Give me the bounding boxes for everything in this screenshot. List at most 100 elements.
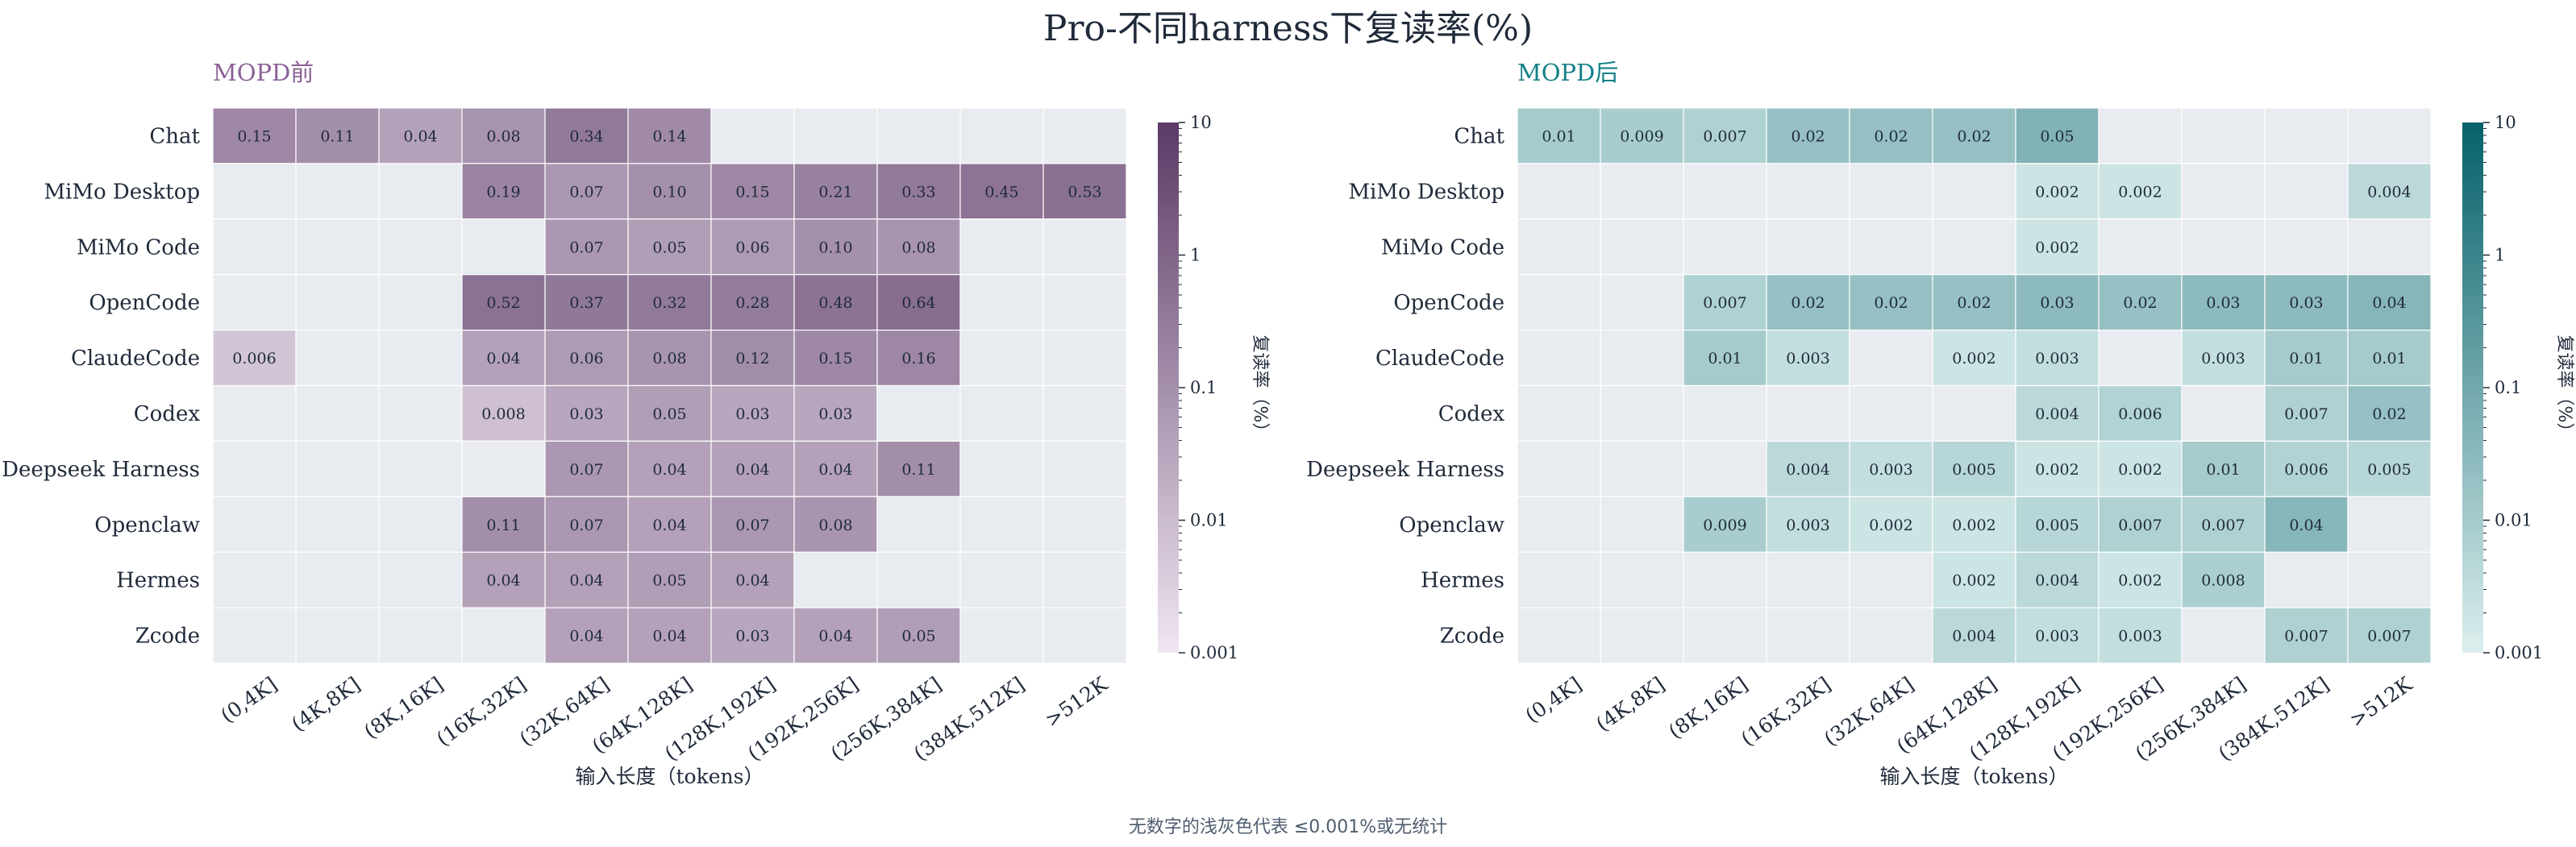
column-label: (4K,8K]	[1592, 672, 1669, 736]
heatmap-cell	[1766, 440, 1850, 497]
cell-value-label: 0.05	[652, 405, 686, 423]
cell-value-label: 0.04	[486, 350, 520, 367]
column-label: (16K,32K]	[1737, 672, 1835, 750]
heatmap-cell	[461, 551, 546, 608]
heatmap-cell	[1042, 107, 1127, 164]
heatmap-cell	[544, 607, 629, 664]
colorbar-tick-label: 0.001	[2495, 643, 2543, 662]
heatmap-cell	[2015, 496, 2100, 553]
heatmap-cell	[1766, 384, 1850, 442]
row-label: Chat	[1454, 124, 1504, 148]
heatmap-cell	[378, 163, 463, 220]
x-axis-label: 输入长度（tokens）	[576, 765, 764, 788]
heatmap-cell	[1932, 163, 2016, 220]
cell-value-label: 0.14	[652, 127, 686, 145]
cell-value-label: 0.05	[652, 572, 686, 590]
heatmap-cell	[710, 107, 795, 164]
row-label: Deepseek Harness	[2, 458, 200, 482]
heatmap-cell	[2264, 330, 2349, 387]
cell-value-label: 0.07	[569, 183, 603, 201]
colorbar-tick-label: 10	[2495, 113, 2516, 132]
cell-value-label: 0.008	[481, 405, 525, 423]
heatmap-cell	[2015, 440, 2100, 497]
heatmap-cell	[876, 440, 961, 497]
heatmap-cell	[1517, 218, 1601, 276]
panel-title: MOPD后	[1517, 59, 1618, 86]
heatmap-cell	[1766, 551, 1850, 608]
heatmap-cell	[959, 218, 1044, 276]
panel-title: MOPD前	[213, 59, 314, 86]
cell-value-label: 0.02	[1874, 127, 1908, 145]
heatmap-cell	[212, 107, 297, 164]
heatmap-cell	[959, 107, 1044, 164]
heatmap-cell	[1932, 551, 2016, 608]
heatmap-cell	[627, 163, 712, 220]
heatmap-cell	[2264, 384, 2349, 442]
heatmap-cell	[959, 330, 1044, 387]
cell-value-label: 0.04	[569, 628, 603, 646]
heatmap-cell	[1766, 496, 1850, 553]
heatmap-cell	[1042, 384, 1127, 442]
heatmap-cell	[710, 218, 795, 276]
heatmap-cell	[212, 551, 297, 608]
heatmap-cell	[2098, 274, 2183, 331]
cell-value-label: 0.04	[2289, 517, 2323, 534]
cell-value-label: 0.04	[818, 461, 852, 479]
cell-value-label: 0.11	[320, 127, 354, 145]
cell-value-label: 0.48	[818, 294, 852, 312]
row-label: Openclaw	[1399, 513, 1504, 538]
heatmap-cell	[544, 551, 629, 608]
heatmap-cell	[627, 551, 712, 608]
column-label: >512K	[1041, 671, 1113, 732]
heatmap-cell	[461, 163, 546, 220]
cell-value-label: 0.006	[2284, 461, 2328, 479]
heatmap-cell	[1683, 607, 1767, 664]
cell-value-label: 0.004	[1952, 628, 1995, 646]
colorbar-tick-label: 0.1	[2495, 378, 2521, 397]
cell-value-label: 0.10	[652, 183, 686, 201]
cell-value-label: 0.01	[1708, 350, 1742, 367]
cell-value-label: 0.05	[901, 628, 935, 646]
heatmap-cell	[295, 330, 380, 387]
cell-value-label: 0.03	[2289, 294, 2323, 312]
x-axis-label: 输入长度（tokens）	[1880, 765, 2069, 788]
heatmap-cell	[627, 330, 712, 387]
heatmap-cell	[2264, 496, 2349, 553]
row-label: Hermes	[1421, 569, 1504, 593]
heatmap-cell	[793, 107, 878, 164]
cell-value-label: 0.03	[569, 405, 603, 423]
cell-value-label: 0.04	[652, 517, 686, 534]
heatmap-cell	[1932, 107, 2016, 164]
cell-value-label: 0.007	[2284, 628, 2328, 646]
cell-value-label: 0.11	[901, 461, 935, 479]
heatmap-cell	[2347, 218, 2432, 276]
heatmap-cell	[2264, 607, 2349, 664]
heatmap-cell	[1932, 384, 2016, 442]
heatmap-cell	[627, 496, 712, 553]
heatmap-cell	[2098, 607, 2183, 664]
heatmap-cell	[295, 163, 380, 220]
cell-value-label: 0.04	[403, 127, 437, 145]
heatmap-cell	[2181, 274, 2266, 331]
heatmap-cell	[2181, 551, 2266, 608]
heatmap-cell	[212, 607, 297, 664]
heatmap-cell	[2181, 330, 2266, 387]
row-label: OpenCode	[1393, 291, 1504, 315]
cell-value-label: 0.009	[1620, 127, 1663, 145]
cell-value-label: 0.007	[2367, 628, 2411, 646]
heatmap-cell	[1600, 607, 1684, 664]
heatmap-cell	[212, 440, 297, 497]
heatmap-cell	[2181, 107, 2266, 164]
heatmap-cell	[2181, 440, 2266, 497]
heatmap-cell	[959, 551, 1044, 608]
heatmap-cell	[378, 440, 463, 497]
cell-value-label: 0.02	[1874, 294, 1908, 312]
heatmap-cell	[378, 274, 463, 331]
heatmap-cell	[1042, 551, 1127, 608]
cell-value-label: 0.07	[569, 461, 603, 479]
heatmap-cell	[461, 218, 546, 276]
heatmap-cell	[1600, 551, 1684, 608]
chart-title: Pro-不同harness下复读率(%)	[1042, 8, 1534, 49]
cell-value-label: 0.002	[2035, 461, 2079, 479]
cell-value-label: 0.03	[818, 405, 852, 423]
